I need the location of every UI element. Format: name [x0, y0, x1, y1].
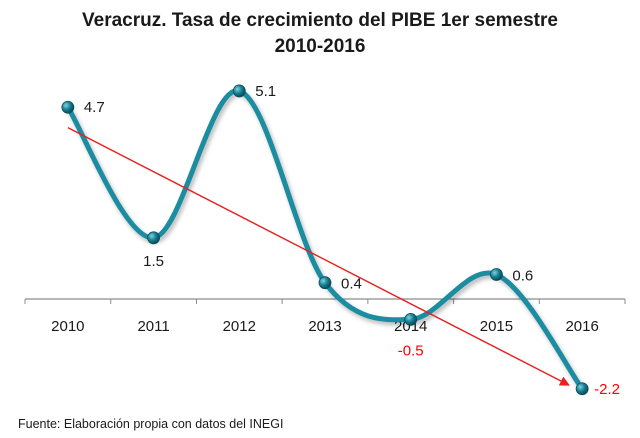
data-label: 1.5 [143, 253, 164, 270]
data-label: -2.2 [594, 381, 620, 398]
trend-line [67, 127, 570, 386]
chart-title-line1: Veracruz. Tasa de crecimiento del PIBE 1… [82, 10, 558, 31]
data-point [232, 84, 246, 98]
x-tick-label: 2012 [223, 318, 256, 335]
x-tick-label: 2015 [480, 318, 513, 335]
chart-title-line2: 2010-2016 [275, 36, 366, 57]
source-note: Fuente: Elaboración propia con datos del… [18, 417, 284, 431]
x-tick-label: 2010 [51, 318, 84, 335]
data-label: -0.5 [398, 342, 424, 359]
series-line [65, 88, 585, 392]
data-point [147, 231, 160, 245]
data-label: 4.7 [84, 99, 105, 116]
x-tick-label: 2016 [565, 318, 598, 335]
x-tick-label: 2014 [394, 318, 427, 335]
data-point [318, 276, 332, 290]
x-tick-label: 2011 [137, 318, 169, 335]
data-label: 0.4 [341, 276, 362, 293]
data-label: 0.6 [512, 268, 533, 285]
data-point [404, 312, 418, 326]
x-tick-label: 2013 [308, 318, 341, 335]
data-point [490, 268, 503, 281]
data-label: 5.1 [255, 83, 276, 100]
data-point [575, 382, 589, 396]
data-point [61, 100, 75, 114]
